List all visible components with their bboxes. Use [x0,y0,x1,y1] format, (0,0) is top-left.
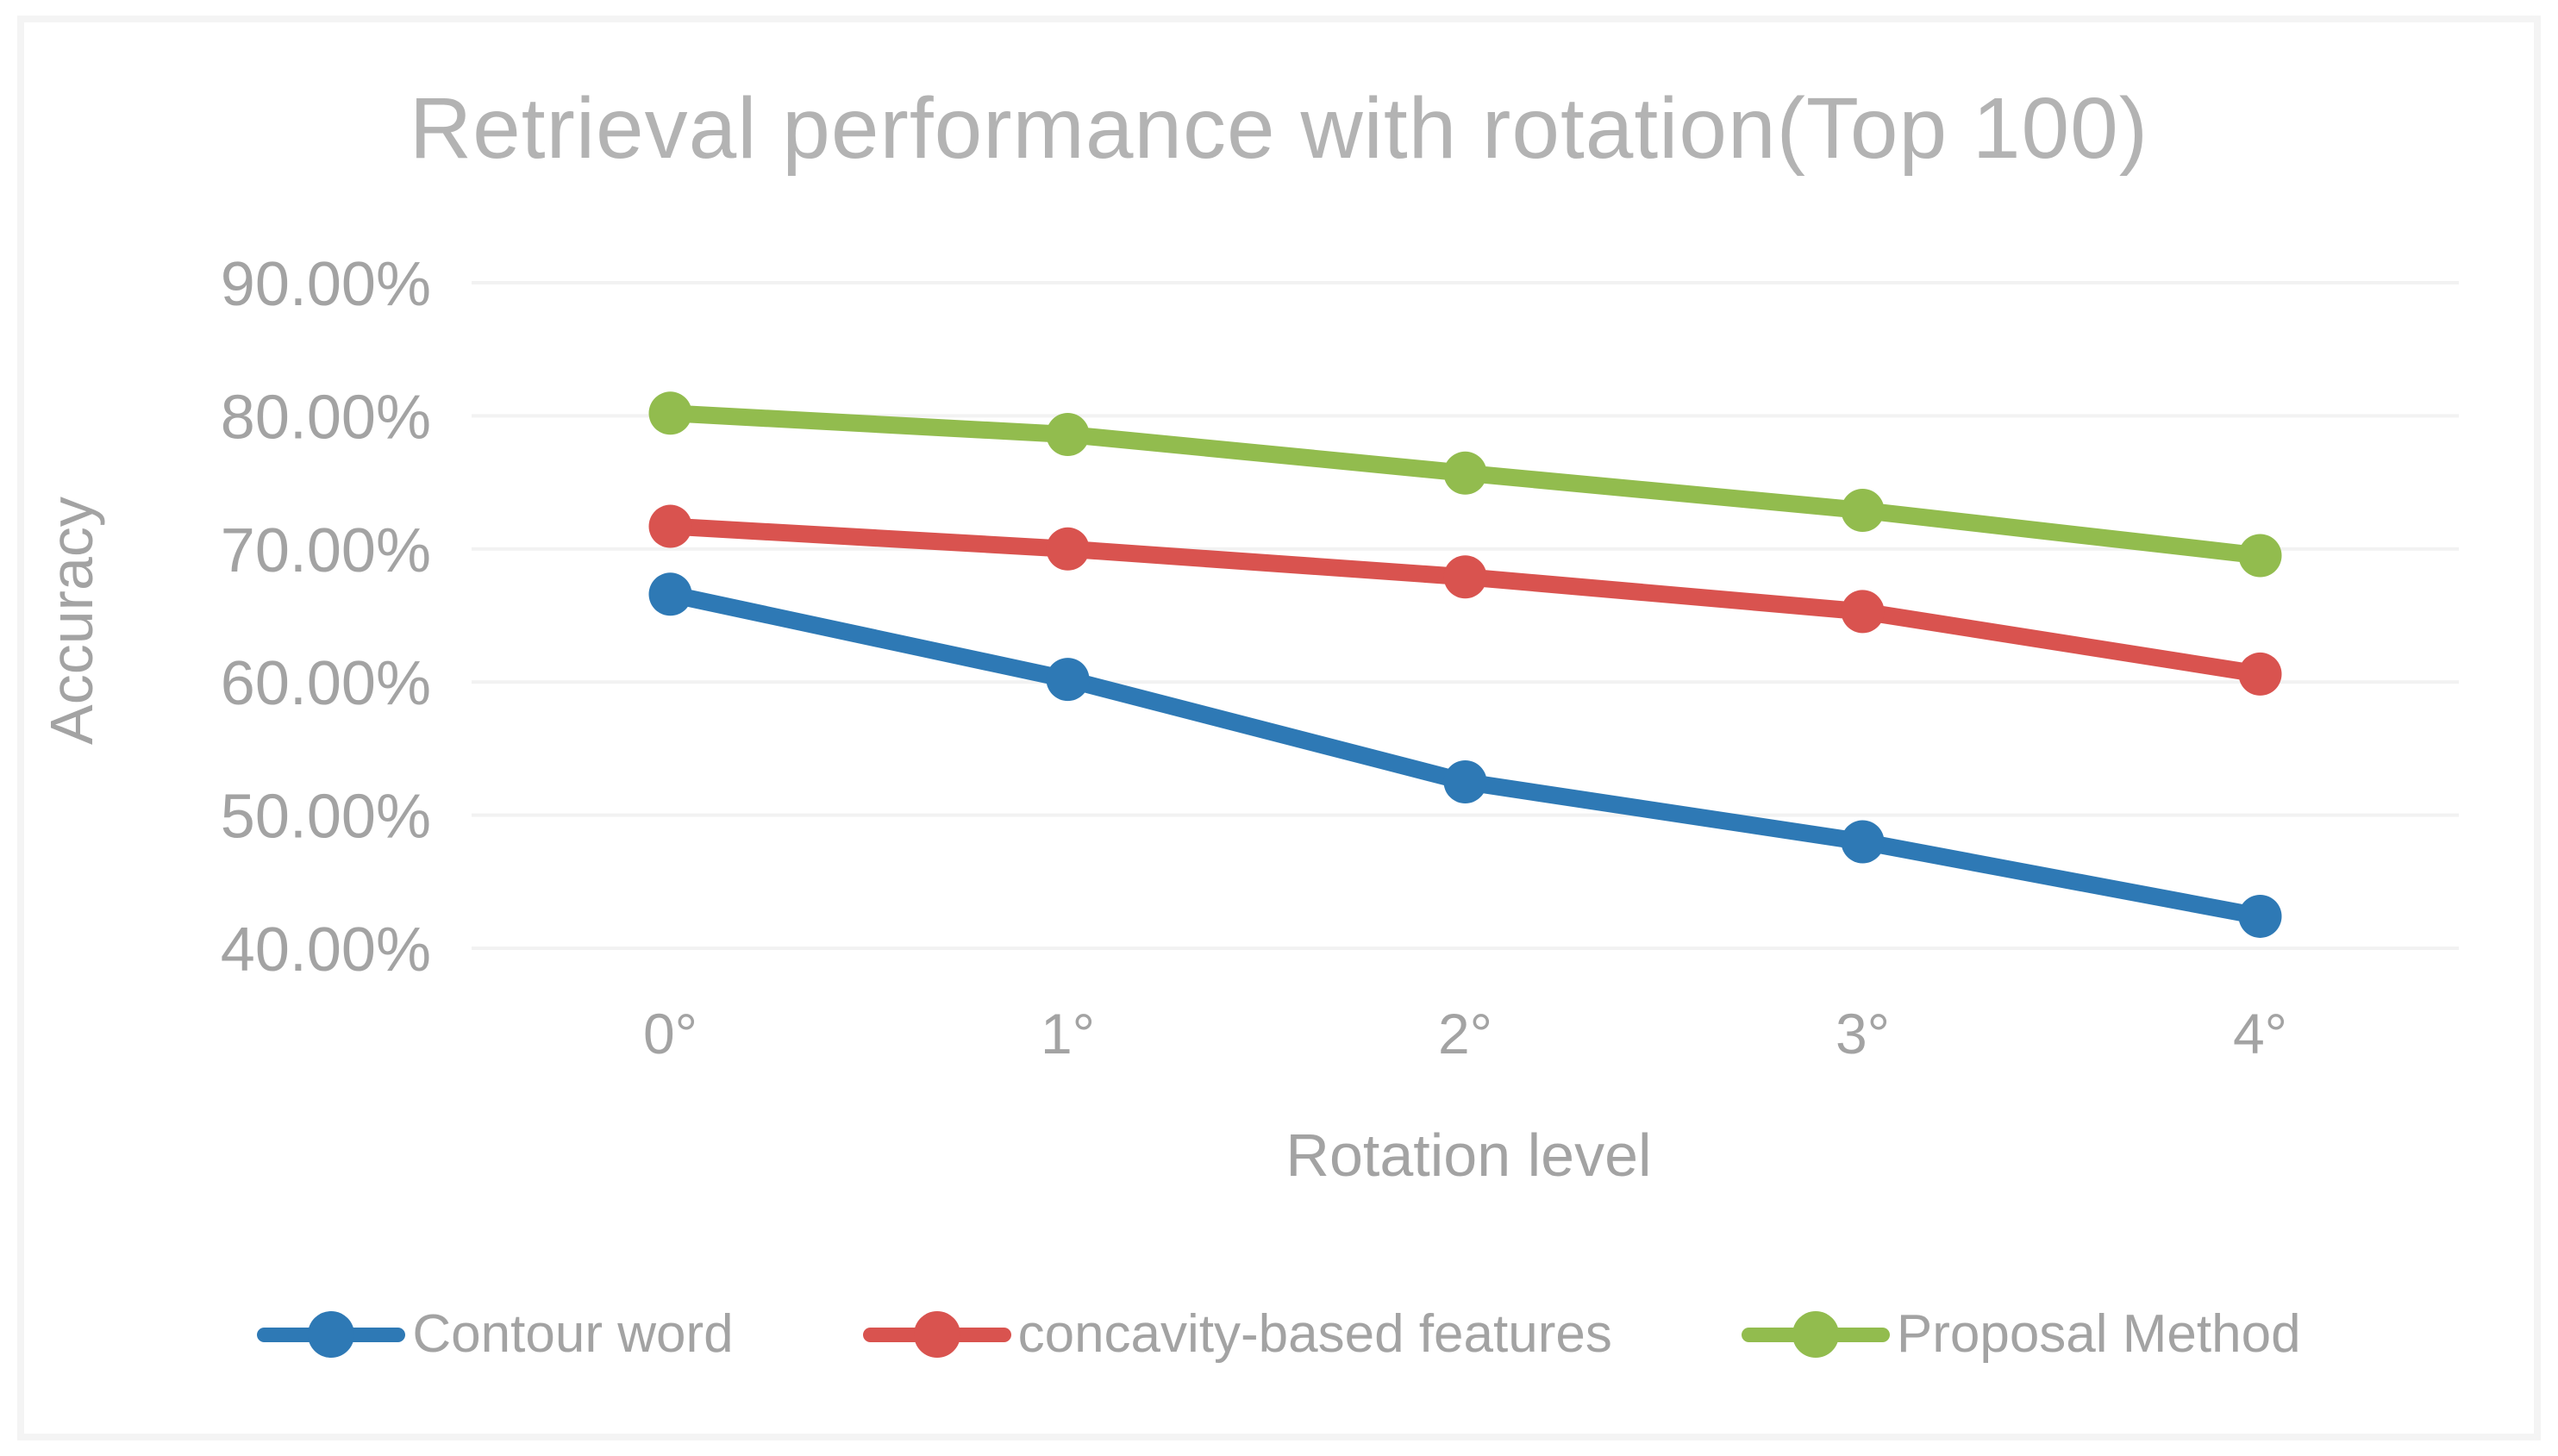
legend-label: concavity-based features [1017,1304,1612,1364]
data-point [2238,534,2282,578]
data-point [648,504,692,548]
data-point [1443,451,1487,495]
data-point [1046,413,1090,457]
data-point [1841,590,1885,634]
y-tick-label: 50.00% [221,783,431,852]
y-tick-label: 40.00% [221,915,431,984]
data-point [1841,489,1885,533]
data-point [2238,894,2282,938]
data-point [1443,555,1487,599]
y-axis-title: Accuracy [38,497,105,745]
data-point [648,391,692,435]
legend-line-marker-icon [257,1307,406,1362]
x-tick-label: 1° [1041,1002,1095,1065]
y-tick-label: 70.00% [221,516,431,585]
data-point [1046,658,1090,702]
data-point [1841,820,1885,864]
x-tick-label: 3° [1836,1002,1890,1065]
y-tick-label: 90.00% [221,250,431,319]
x-tick-label: 0° [643,1002,697,1065]
x-tick-label: 2° [1438,1002,1492,1065]
data-point [1046,527,1090,571]
legend: Contour word concavity-based features Prop… [0,1303,2558,1365]
legend-label: Proposal Method [1896,1304,2301,1364]
legend-line-marker-icon [1741,1307,1890,1362]
legend-item-contour-word: Contour word [257,1303,734,1365]
y-tick-label: 60.00% [221,649,431,718]
x-tick-label: 4° [2233,1002,2287,1065]
legend-item-proposal-method: Proposal Method [1741,1303,2301,1365]
data-point [648,572,692,616]
data-point [2238,652,2282,696]
legend-item-concavity-based-features: concavity-based features [862,1303,1612,1365]
y-tick-label: 80.00% [221,383,431,452]
x-axis-title: Rotation level [1285,1122,1652,1189]
data-point [1443,760,1487,803]
legend-label: Contour word [412,1304,734,1364]
chart-title: Retrieval performance with rotation(Top … [409,80,2149,177]
legend-line-marker-icon [862,1307,1011,1362]
